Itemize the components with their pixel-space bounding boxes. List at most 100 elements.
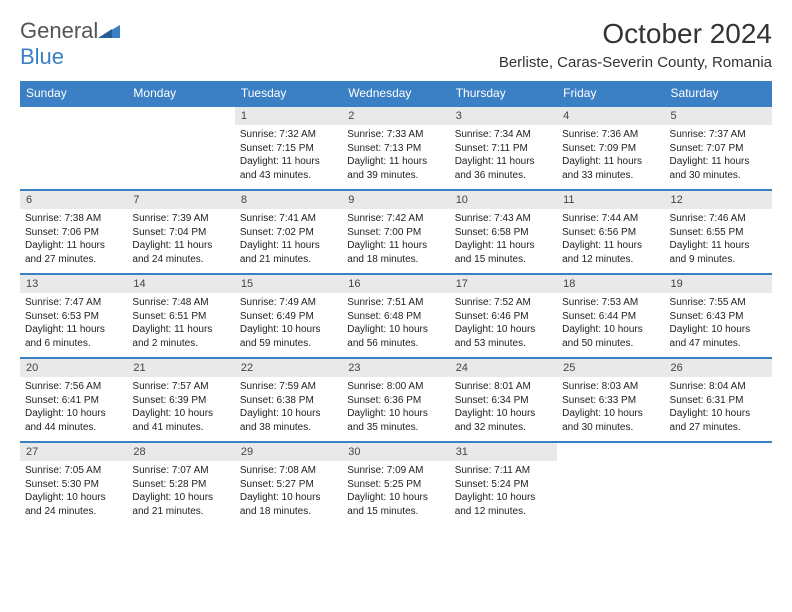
- day-details: Sunrise: 7:36 AMSunset: 7:09 PMDaylight:…: [557, 125, 664, 189]
- brand-name: General Blue: [20, 18, 120, 70]
- sunrise-text: Sunrise: 7:08 AM: [240, 464, 337, 478]
- sunset-text: Sunset: 6:44 PM: [562, 310, 659, 324]
- sunrise-text: Sunrise: 7:11 AM: [455, 464, 552, 478]
- calendar-day: 15Sunrise: 7:49 AMSunset: 6:49 PMDayligh…: [235, 274, 342, 358]
- day-details: Sunrise: 7:33 AMSunset: 7:13 PMDaylight:…: [342, 125, 449, 189]
- daylight-text: Daylight: 10 hours and 53 minutes.: [455, 323, 552, 350]
- daylight-text: Daylight: 11 hours and 39 minutes.: [347, 155, 444, 182]
- sunset-text: Sunset: 6:55 PM: [670, 226, 767, 240]
- sunrise-text: Sunrise: 7:33 AM: [347, 128, 444, 142]
- calendar-day-empty: [20, 106, 127, 190]
- daylight-text: Daylight: 11 hours and 33 minutes.: [562, 155, 659, 182]
- sunrise-text: Sunrise: 7:36 AM: [562, 128, 659, 142]
- sunrise-text: Sunrise: 7:52 AM: [455, 296, 552, 310]
- daylight-text: Daylight: 10 hours and 27 minutes.: [670, 407, 767, 434]
- daylight-text: Daylight: 10 hours and 15 minutes.: [347, 491, 444, 518]
- day-details: Sunrise: 7:57 AMSunset: 6:39 PMDaylight:…: [127, 377, 234, 441]
- calendar-week: 13Sunrise: 7:47 AMSunset: 6:53 PMDayligh…: [20, 274, 772, 358]
- sunrise-text: Sunrise: 7:43 AM: [455, 212, 552, 226]
- calendar-day: 13Sunrise: 7:47 AMSunset: 6:53 PMDayligh…: [20, 274, 127, 358]
- day-details: Sunrise: 7:08 AMSunset: 5:27 PMDaylight:…: [235, 461, 342, 525]
- day-number: 7: [127, 191, 234, 209]
- brand-logo: General Blue: [20, 18, 120, 70]
- sunrise-text: Sunrise: 7:42 AM: [347, 212, 444, 226]
- sunset-text: Sunset: 6:41 PM: [25, 394, 122, 408]
- daylight-text: Daylight: 10 hours and 38 minutes.: [240, 407, 337, 434]
- day-header-row: Sunday Monday Tuesday Wednesday Thursday…: [20, 81, 772, 106]
- sunset-text: Sunset: 7:04 PM: [132, 226, 229, 240]
- sunset-text: Sunset: 5:30 PM: [25, 478, 122, 492]
- brand-name-a: General: [20, 18, 98, 43]
- daylight-text: Daylight: 11 hours and 24 minutes.: [132, 239, 229, 266]
- day-number: 6: [20, 191, 127, 209]
- sunset-text: Sunset: 6:53 PM: [25, 310, 122, 324]
- calendar-day: 10Sunrise: 7:43 AMSunset: 6:58 PMDayligh…: [450, 190, 557, 274]
- daylight-text: Daylight: 11 hours and 30 minutes.: [670, 155, 767, 182]
- calendar-day: 7Sunrise: 7:39 AMSunset: 7:04 PMDaylight…: [127, 190, 234, 274]
- calendar-day: 28Sunrise: 7:07 AMSunset: 5:28 PMDayligh…: [127, 442, 234, 525]
- day-details: Sunrise: 7:34 AMSunset: 7:11 PMDaylight:…: [450, 125, 557, 189]
- daylight-text: Daylight: 11 hours and 2 minutes.: [132, 323, 229, 350]
- brand-triangle-icon: [98, 18, 120, 44]
- dayhead-mon: Monday: [127, 81, 234, 106]
- day-details: Sunrise: 7:55 AMSunset: 6:43 PMDaylight:…: [665, 293, 772, 357]
- month-title: October 2024: [499, 18, 772, 50]
- day-details: Sunrise: 7:05 AMSunset: 5:30 PMDaylight:…: [20, 461, 127, 525]
- day-details: Sunrise: 7:38 AMSunset: 7:06 PMDaylight:…: [20, 209, 127, 273]
- day-number: 1: [235, 107, 342, 125]
- sunset-text: Sunset: 6:38 PM: [240, 394, 337, 408]
- calendar-day: 29Sunrise: 7:08 AMSunset: 5:27 PMDayligh…: [235, 442, 342, 525]
- day-details: Sunrise: 7:52 AMSunset: 6:46 PMDaylight:…: [450, 293, 557, 357]
- sunrise-text: Sunrise: 7:07 AM: [132, 464, 229, 478]
- sunset-text: Sunset: 6:51 PM: [132, 310, 229, 324]
- day-details: Sunrise: 7:32 AMSunset: 7:15 PMDaylight:…: [235, 125, 342, 189]
- dayhead-sun: Sunday: [20, 81, 127, 106]
- calendar-day: 22Sunrise: 7:59 AMSunset: 6:38 PMDayligh…: [235, 358, 342, 442]
- sunrise-text: Sunrise: 7:48 AM: [132, 296, 229, 310]
- day-number: 3: [450, 107, 557, 125]
- day-number: 16: [342, 275, 449, 293]
- day-number: 5: [665, 107, 772, 125]
- day-number: 14: [127, 275, 234, 293]
- dayhead-thu: Thursday: [450, 81, 557, 106]
- calendar-day: 23Sunrise: 8:00 AMSunset: 6:36 PMDayligh…: [342, 358, 449, 442]
- day-details: Sunrise: 7:41 AMSunset: 7:02 PMDaylight:…: [235, 209, 342, 273]
- calendar-day: 21Sunrise: 7:57 AMSunset: 6:39 PMDayligh…: [127, 358, 234, 442]
- day-details: Sunrise: 8:04 AMSunset: 6:31 PMDaylight:…: [665, 377, 772, 441]
- calendar-day: 6Sunrise: 7:38 AMSunset: 7:06 PMDaylight…: [20, 190, 127, 274]
- sunrise-text: Sunrise: 7:56 AM: [25, 380, 122, 394]
- sunrise-text: Sunrise: 7:37 AM: [670, 128, 767, 142]
- daylight-text: Daylight: 10 hours and 44 minutes.: [25, 407, 122, 434]
- sunset-text: Sunset: 6:49 PM: [240, 310, 337, 324]
- sunset-text: Sunset: 5:25 PM: [347, 478, 444, 492]
- daylight-text: Daylight: 10 hours and 30 minutes.: [562, 407, 659, 434]
- sunset-text: Sunset: 6:56 PM: [562, 226, 659, 240]
- daylight-text: Daylight: 11 hours and 12 minutes.: [562, 239, 659, 266]
- day-number: 15: [235, 275, 342, 293]
- calendar-day: 12Sunrise: 7:46 AMSunset: 6:55 PMDayligh…: [665, 190, 772, 274]
- sunset-text: Sunset: 7:07 PM: [670, 142, 767, 156]
- sunrise-text: Sunrise: 7:47 AM: [25, 296, 122, 310]
- calendar-day: 19Sunrise: 7:55 AMSunset: 6:43 PMDayligh…: [665, 274, 772, 358]
- sunrise-text: Sunrise: 7:41 AM: [240, 212, 337, 226]
- sunset-text: Sunset: 7:00 PM: [347, 226, 444, 240]
- sunrise-text: Sunrise: 7:59 AM: [240, 380, 337, 394]
- calendar-day: 11Sunrise: 7:44 AMSunset: 6:56 PMDayligh…: [557, 190, 664, 274]
- calendar-day: 17Sunrise: 7:52 AMSunset: 6:46 PMDayligh…: [450, 274, 557, 358]
- day-details: Sunrise: 7:11 AMSunset: 5:24 PMDaylight:…: [450, 461, 557, 525]
- calendar-day: 30Sunrise: 7:09 AMSunset: 5:25 PMDayligh…: [342, 442, 449, 525]
- daylight-text: Daylight: 10 hours and 12 minutes.: [455, 491, 552, 518]
- sunrise-text: Sunrise: 7:32 AM: [240, 128, 337, 142]
- header: General Blue October 2024 Berliste, Cara…: [20, 18, 772, 71]
- daylight-text: Daylight: 11 hours and 6 minutes.: [25, 323, 122, 350]
- calendar-day-empty: [127, 106, 234, 190]
- calendar-day: 24Sunrise: 8:01 AMSunset: 6:34 PMDayligh…: [450, 358, 557, 442]
- sunset-text: Sunset: 7:13 PM: [347, 142, 444, 156]
- day-number: 31: [450, 443, 557, 461]
- sunset-text: Sunset: 6:43 PM: [670, 310, 767, 324]
- sunset-text: Sunset: 7:06 PM: [25, 226, 122, 240]
- calendar-week: 27Sunrise: 7:05 AMSunset: 5:30 PMDayligh…: [20, 442, 772, 525]
- sunset-text: Sunset: 5:28 PM: [132, 478, 229, 492]
- calendar-week: 1Sunrise: 7:32 AMSunset: 7:15 PMDaylight…: [20, 106, 772, 190]
- sunset-text: Sunset: 5:27 PM: [240, 478, 337, 492]
